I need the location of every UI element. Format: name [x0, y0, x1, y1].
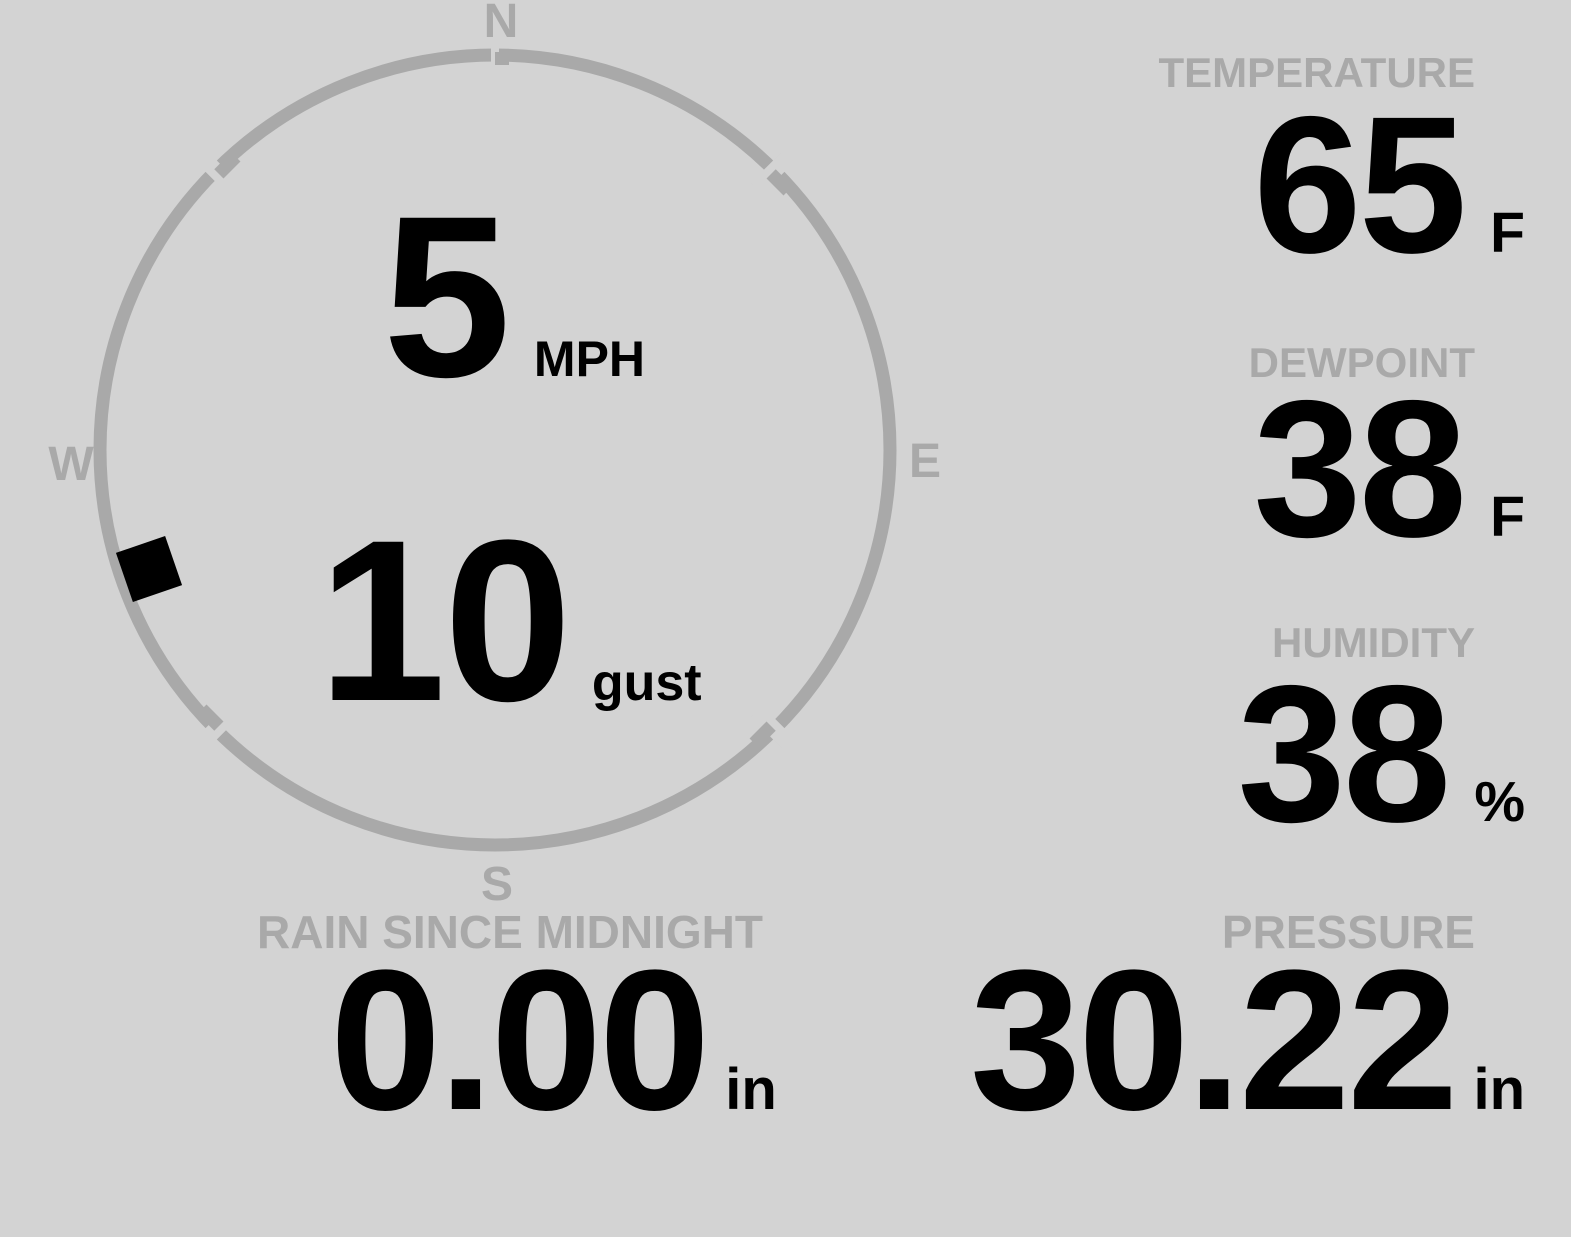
compass-tick-ne — [750, 151, 794, 196]
compass-tick-sw — [196, 704, 240, 749]
cardinal-east: E — [908, 435, 942, 488]
wind-gust: 10 gust — [318, 506, 702, 736]
temperature-label: TEMPERATURE — [1158, 49, 1475, 96]
wind-speed-value: 5 — [383, 168, 511, 425]
dewpoint-value: 38 — [1253, 360, 1467, 578]
pressure-label: PRESSURE — [1221, 906, 1475, 958]
temperature-unit: F — [1490, 201, 1525, 265]
rain-unit: in — [725, 1057, 777, 1122]
wind-speed: 5 MPH — [383, 182, 645, 412]
cardinal-west: W — [48, 438, 94, 491]
humidity-unit: % — [1474, 770, 1525, 834]
pressure-value-row: 30.22 in — [970, 941, 1525, 1141]
compass-tick-nw — [196, 151, 241, 195]
pressure-unit: in — [1473, 1057, 1525, 1122]
wind-gust-value: 10 — [318, 492, 572, 749]
compass-tick-se — [749, 705, 794, 749]
cardinal-north: N — [483, 0, 519, 48]
dewpoint-unit: F — [1490, 485, 1525, 549]
wind-gust-unit: gust — [591, 654, 702, 712]
dewpoint-value-row: 38 F — [1253, 372, 1525, 567]
humidity-label: HUMIDITY — [1272, 619, 1475, 666]
humidity-value: 38 — [1237, 645, 1451, 863]
wind-speed-unit: MPH — [533, 331, 646, 387]
rain-value: 0.00 — [330, 929, 710, 1152]
temperature-value: 65 — [1253, 76, 1467, 294]
pressure-value: 30.22 — [969, 929, 1458, 1152]
rain-label: RAIN SINCE MIDNIGHT — [257, 906, 763, 958]
rain-value-row: 0.00 in — [330, 941, 777, 1141]
humidity-value-row: 38 % — [1237, 657, 1525, 852]
cardinal-south: S — [480, 858, 514, 911]
dewpoint-label: DEWPOINT — [1248, 339, 1475, 386]
temperature-value-row: 65 F — [1253, 88, 1525, 283]
compass-ring — [93, 38, 897, 852]
compass-tick-n — [491, 38, 509, 78]
